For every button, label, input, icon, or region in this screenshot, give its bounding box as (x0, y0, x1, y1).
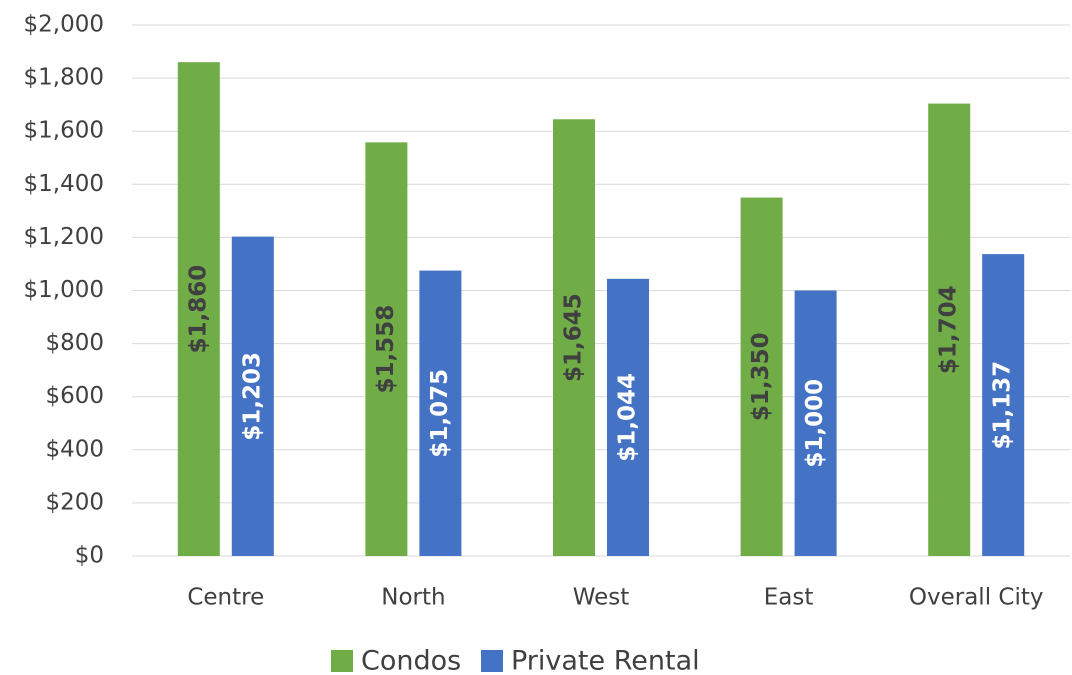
y-tick-label: $600 (45, 383, 104, 409)
bar (928, 103, 971, 556)
x-tick-label: Centre (187, 585, 264, 611)
x-tick-label: Overall City (909, 585, 1044, 611)
data-label: $1,350 (748, 332, 774, 421)
data-label: $1,645 (561, 293, 587, 382)
legend-swatch (331, 650, 353, 672)
bar (365, 142, 408, 556)
bar (740, 197, 783, 556)
y-tick-label: $1,000 (24, 277, 104, 303)
bar (982, 254, 1025, 556)
y-tick-label: $1,400 (24, 171, 104, 197)
legend-label: Private Rental (511, 646, 700, 675)
y-tick-label: $400 (45, 436, 104, 462)
data-label: $1,860 (185, 265, 211, 354)
bar (607, 278, 649, 556)
y-tick-label: $0 (75, 543, 104, 569)
data-label: $1,558 (373, 305, 399, 394)
data-label: $1,137 (990, 361, 1016, 450)
y-tick-label: $800 (45, 330, 104, 356)
y-tick-label: $1,200 (24, 224, 104, 250)
x-tick-label: East (764, 585, 814, 611)
y-tick-label: $1,600 (24, 118, 104, 144)
y-tick-label: $200 (45, 489, 104, 515)
data-label: $1,075 (427, 369, 453, 458)
y-tick-label: $1,800 (24, 65, 104, 91)
y-tick-label: $2,000 (24, 12, 104, 38)
data-label: $1,704 (936, 285, 962, 374)
data-label: $1,203 (239, 352, 265, 441)
x-tick-label: North (381, 585, 445, 611)
legend-swatch (481, 650, 503, 672)
data-label: $1,044 (615, 373, 641, 462)
bar (231, 236, 274, 556)
bar (419, 270, 462, 556)
bar (177, 62, 220, 557)
data-label: $1,000 (802, 379, 828, 468)
legend-label: Condos (361, 646, 461, 675)
bar (553, 119, 595, 556)
x-tick-label: West (573, 585, 630, 611)
bar (794, 290, 837, 556)
